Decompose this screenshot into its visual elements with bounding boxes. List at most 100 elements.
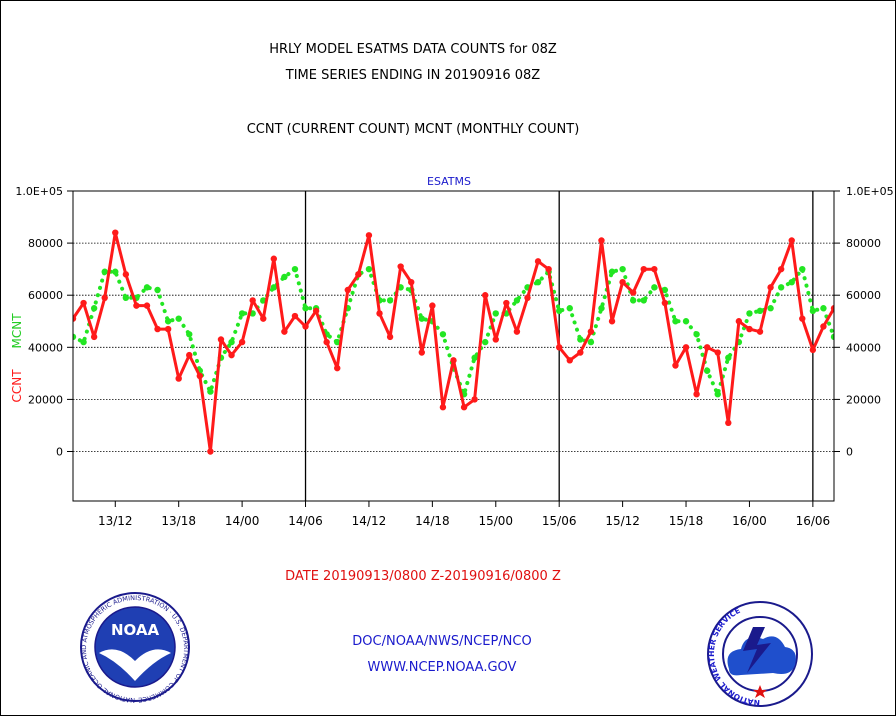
chart-title-line1: HRLY MODEL ESATMS DATA COUNTS for 08Z (269, 42, 557, 57)
data-point-ccnt (196, 372, 204, 380)
data-point-mcnt (439, 331, 447, 338)
data-point-ccnt (725, 419, 732, 427)
y-tick-label-left: 40000 (28, 341, 63, 354)
series-line-ccnt (73, 231, 834, 453)
data-point-mcnt (703, 367, 711, 374)
data-point-mcnt (175, 315, 182, 322)
data-point-ccnt (334, 364, 341, 372)
data-point-mcnt (365, 265, 373, 273)
data-point-mcnt (513, 297, 521, 304)
plot-area-border (72, 190, 835, 502)
nws-cloud-icon (727, 636, 796, 676)
series-mcnt (73, 264, 834, 401)
y-axis-label-mcnt: MCNT (10, 313, 24, 349)
y-tick-label-right: 20000 (846, 393, 881, 406)
data-point-ccnt (186, 351, 193, 359)
plot-title: ESATMS (427, 175, 471, 188)
chart-title-line2: TIME SERIES ENDING IN 20190916 08Z (285, 68, 541, 83)
data-point-mcnt (799, 265, 806, 273)
data-point-mcnt (640, 297, 647, 304)
nws-lightning-icon (743, 627, 771, 673)
data-point-mcnt (302, 305, 309, 312)
data-point-mcnt (756, 307, 764, 315)
grid-layer (73, 191, 834, 501)
data-point-ccnt (133, 302, 140, 309)
data-point-mcnt (577, 336, 584, 343)
data-point-ccnt (439, 404, 447, 411)
x-tick-label: 14/06 (288, 514, 323, 528)
data-point-mcnt (566, 305, 573, 312)
noaa-gull-icon (99, 649, 171, 681)
data-point-ccnt (524, 294, 531, 302)
data-point-mcnt (112, 268, 119, 275)
data-point-ccnt (693, 390, 700, 398)
x-tick-label: 14/18 (415, 514, 450, 528)
data-point-ccnt (482, 292, 489, 299)
data-point-mcnt (809, 307, 817, 315)
data-point-ccnt (291, 312, 299, 320)
data-point-ccnt (450, 357, 457, 364)
data-point-ccnt (429, 302, 436, 309)
data-point-mcnt (207, 388, 214, 395)
nws-logo: NATIONAL WEATHER SERVICE (707, 601, 813, 707)
y-tick-label-left: 1.0E+05 (15, 185, 63, 198)
y-tick-label-right: 0 (846, 446, 853, 459)
data-point-ccnt (703, 344, 711, 351)
x-tick-label: 13/18 (161, 514, 196, 528)
data-point-mcnt (386, 297, 394, 304)
data-point-ccnt (408, 278, 415, 286)
y-ticks-left: 1.0E+05 80000 60000 40000 20000 0 (15, 185, 73, 459)
data-point-ccnt (217, 336, 225, 343)
data-point-ccnt (175, 375, 182, 382)
data-point-mcnt (122, 294, 130, 302)
x-tick-label: 15/06 (542, 514, 577, 528)
data-point-ccnt (323, 338, 330, 346)
data-point-ccnt (143, 302, 151, 309)
data-point-ccnt (619, 278, 626, 286)
data-point-mcnt (492, 310, 499, 317)
data-point-ccnt (640, 265, 647, 273)
data-point-ccnt (365, 232, 373, 239)
data-point-mcnt (101, 268, 108, 275)
data-point-mcnt (598, 305, 605, 312)
y-tick-label-right: 80000 (846, 237, 881, 250)
data-point-mcnt (164, 318, 172, 325)
data-point-ccnt (492, 336, 499, 343)
x-tick-label: 13/12 (98, 514, 133, 528)
data-point-ccnt (122, 271, 130, 278)
data-point-ccnt (90, 333, 98, 341)
noaa-logo: NOAA NATIONAL OCEANIC AND ATMOSPHERIC AD… (80, 592, 190, 704)
data-point-mcnt (418, 315, 425, 322)
data-point-ccnt (513, 328, 521, 335)
y-ticks-right: 1.0E+05 80000 60000 40000 20000 0 (834, 185, 894, 459)
data-point-mcnt (777, 284, 785, 291)
org-line: DOC/NOAA/NWS/NCEP/NCO (352, 634, 531, 649)
data-point-ccnt (661, 299, 669, 307)
data-point-ccnt (788, 237, 795, 244)
data-point-mcnt (830, 333, 834, 341)
data-point-mcnt (80, 338, 87, 346)
data-point-ccnt (799, 315, 806, 322)
data-point-ccnt (302, 323, 309, 330)
x-tick-label: 14/00 (225, 514, 260, 528)
data-point-ccnt (555, 344, 563, 351)
nws-star-icon (753, 685, 767, 698)
data-point-mcnt (619, 265, 626, 273)
data-point-mcnt (820, 305, 827, 312)
x-ticks: 13/12 13/18 14/00 14/06 14/12 14/18 15/00 15/06… (98, 501, 830, 528)
data-point-ccnt (312, 307, 320, 315)
chart-subtitle: CCNT (CURRENT COUNT) MCNT (MONTHLY COUNT… (247, 122, 580, 137)
data-point-ccnt (281, 328, 288, 335)
data-point-ccnt (238, 338, 246, 346)
data-point-mcnt (608, 268, 616, 275)
data-point-ccnt (587, 328, 595, 335)
data-point-mcnt (228, 338, 235, 346)
data-point-ccnt (418, 349, 425, 356)
data-point-ccnt (228, 351, 235, 359)
data-point-mcnt (143, 284, 151, 291)
data-point-mcnt (90, 305, 98, 312)
series-ccnt (73, 229, 834, 455)
data-point-ccnt (767, 284, 774, 291)
data-point-mcnt (281, 273, 288, 281)
